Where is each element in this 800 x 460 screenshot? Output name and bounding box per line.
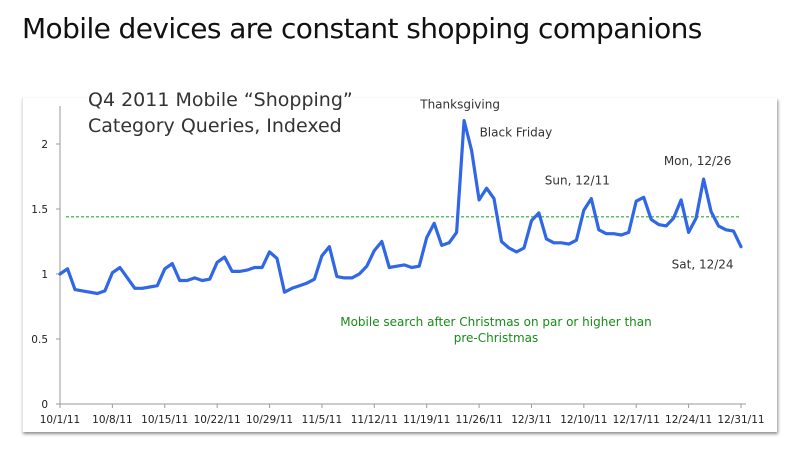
x-tick-label: 12/10/11 — [560, 414, 607, 426]
x-tick-label: 10/8/11 — [92, 414, 132, 426]
y-tick-label: 1.5 — [31, 204, 48, 216]
slide-title: Mobile devices are constant shopping com… — [22, 12, 702, 45]
y-tick-label: 1 — [41, 269, 48, 281]
chart-title-line-2: Category Queries, Indexed — [88, 115, 342, 137]
y-tick-label: 0.5 — [31, 334, 48, 346]
x-tick-label: 10/22/11 — [194, 414, 241, 426]
annotation-label: Sun, 12/11 — [545, 174, 610, 188]
x-tick-label: 12/17/11 — [613, 414, 660, 426]
series-group — [58, 118, 743, 296]
axes: 0 0.5 1 1.5 2 10/1/11 10/8/11 10/15/11 10/22/11 1… — [31, 106, 765, 426]
y-tick-label: 0 — [41, 399, 48, 411]
chart-note-line-2: pre-Christmas — [454, 331, 539, 345]
annotation-label: Black Friday — [480, 126, 553, 140]
x-tick-label: 11/19/11 — [403, 414, 450, 426]
x-tick-label: 11/5/11 — [302, 414, 342, 426]
x-tick-label: 10/15/11 — [141, 414, 188, 426]
chart-note-line-1: Mobile search after Christmas on par or … — [340, 315, 652, 329]
annotation-label: Thanksgiving — [419, 98, 500, 112]
y-tick-label: 2 — [41, 139, 48, 151]
chart-title-line-1: Q4 2011 Mobile “Shopping” — [88, 89, 353, 111]
series-line-mobile-shopping-queries — [58, 118, 743, 296]
x-tick-label: 11/26/11 — [455, 414, 502, 426]
annotation-label: Sat, 12/24 — [672, 257, 734, 271]
x-tick-label: 12/3/11 — [511, 414, 551, 426]
x-tick-label: 10/1/11 — [40, 414, 80, 426]
x-tick-label: 12/24/11 — [665, 414, 712, 426]
annotation-label: Mon, 12/26 — [664, 154, 732, 168]
x-tick-label: 11/12/11 — [351, 414, 398, 426]
x-tick-label: 10/29/11 — [246, 414, 293, 426]
annotations: Thanksgiving Black Friday Sun, 12/11 Mon, 1… — [419, 98, 733, 272]
x-tick-label: 12/31/11 — [717, 414, 764, 426]
